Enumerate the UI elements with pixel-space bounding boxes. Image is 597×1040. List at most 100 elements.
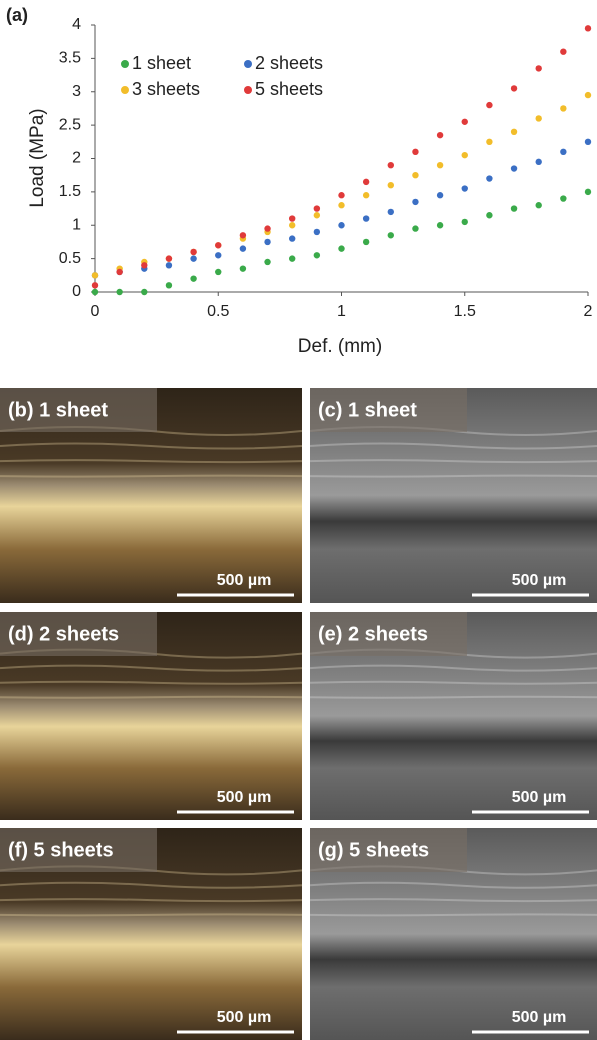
texture: [0, 898, 303, 903]
scale-label: 500 µm: [512, 789, 567, 806]
texture: [309, 881, 597, 889]
point: [141, 262, 148, 269]
point: [165, 282, 173, 289]
legend-marker: [121, 86, 129, 94]
point: [239, 265, 247, 272]
x-tick-label: 0.5: [207, 303, 229, 320]
point: [239, 232, 247, 239]
point: [486, 175, 493, 182]
point: [584, 91, 592, 99]
panel-label: (c) 1 sheet: [318, 399, 417, 421]
scale-label: 500 µm: [217, 1009, 272, 1026]
point: [362, 238, 370, 246]
point: [313, 252, 321, 259]
point: [584, 188, 592, 196]
y-tick-label: 2.5: [59, 116, 81, 133]
label-box: [0, 828, 157, 872]
point: [461, 218, 468, 226]
point: [436, 192, 444, 199]
point: [215, 268, 222, 276]
point: [486, 101, 493, 109]
legend-label: 3 sheets: [132, 79, 200, 99]
point: [461, 185, 468, 192]
point: [91, 282, 99, 289]
point: [362, 192, 370, 199]
point: [362, 178, 370, 186]
x-tick-label: 2: [584, 303, 593, 320]
point: [461, 151, 468, 159]
texture: [0, 459, 303, 464]
texture: [0, 474, 303, 478]
label-box: [0, 388, 157, 432]
point: [560, 48, 567, 55]
point: [91, 288, 99, 296]
texture: [309, 474, 597, 478]
point: [387, 232, 394, 239]
y-tick-label: 4: [72, 16, 81, 33]
point: [116, 268, 123, 276]
point: [412, 171, 419, 179]
point: [289, 215, 296, 222]
point: [338, 192, 345, 199]
x-tick-label: 0: [91, 303, 100, 320]
point: [412, 225, 419, 232]
point: [264, 238, 271, 246]
x-axis-label: Def. (mm): [298, 336, 382, 357]
chart-title: (a): [6, 5, 28, 25]
point: [535, 65, 542, 72]
label-box: [310, 388, 467, 432]
point: [313, 212, 321, 219]
scale-label: 500 µm: [512, 1009, 567, 1026]
scale-label: 500 µm: [217, 572, 272, 589]
texture: [0, 913, 303, 917]
point: [338, 222, 345, 229]
point: [264, 225, 271, 232]
point: [584, 138, 592, 146]
legend-marker: [244, 60, 252, 68]
point: [412, 198, 419, 206]
panel-label: (f) 5 sheets: [8, 839, 114, 861]
panel-label: (d) 2 sheets: [8, 623, 119, 645]
label-box: [0, 612, 157, 656]
point: [510, 128, 518, 135]
point: [535, 202, 542, 209]
texture: [0, 695, 303, 699]
point: [436, 222, 444, 229]
point: [535, 115, 542, 122]
texture: [309, 680, 597, 685]
panel-label: (e) 2 sheets: [318, 623, 428, 645]
point: [560, 195, 567, 202]
point: [436, 131, 444, 139]
y-tick-label: 0.5: [59, 250, 81, 267]
point: [560, 148, 567, 156]
legend-label: 1 sheet: [132, 53, 191, 73]
texture: [0, 442, 303, 450]
y-axis-label: Load (MPa): [27, 108, 48, 207]
panel-label: (b) 1 sheet: [8, 399, 108, 421]
point: [412, 148, 419, 156]
legend-label: 2 sheets: [255, 53, 323, 73]
scale-label: 500 µm: [217, 789, 272, 806]
point: [239, 245, 247, 252]
point: [461, 118, 468, 125]
texture: [0, 881, 303, 889]
point: [264, 258, 271, 266]
x-tick-label: 1.5: [454, 303, 476, 320]
texture: [309, 898, 597, 903]
point: [510, 165, 518, 172]
label-box: [310, 612, 467, 656]
point: [387, 182, 394, 189]
point: [584, 25, 592, 32]
texture: [309, 913, 597, 917]
point: [535, 158, 542, 166]
point: [387, 161, 394, 169]
point: [289, 255, 296, 262]
y-tick-label: 3: [72, 83, 81, 100]
point: [289, 235, 296, 242]
point: [338, 202, 345, 209]
texture: [0, 664, 303, 672]
point: [486, 212, 493, 219]
point: [215, 252, 222, 259]
point: [510, 205, 518, 212]
point: [362, 215, 370, 222]
